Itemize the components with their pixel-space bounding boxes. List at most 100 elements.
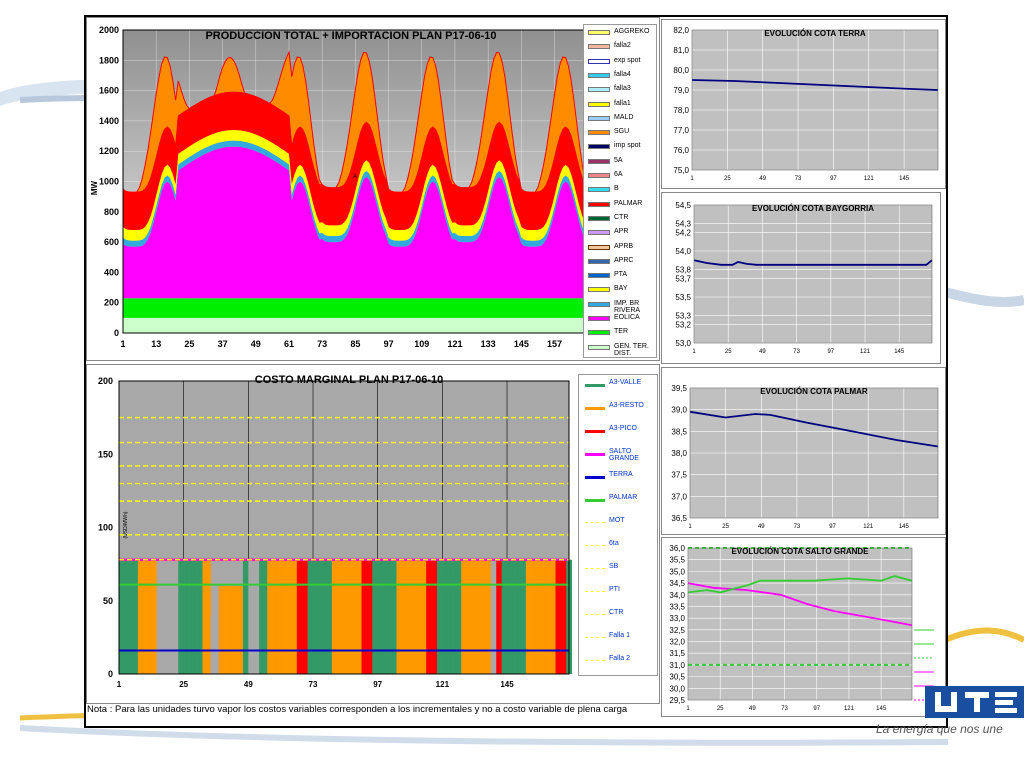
legend-label: Falla 2 (609, 655, 631, 662)
cost-bar (164, 559, 168, 674)
y-tick-label: 54,5 (675, 201, 691, 210)
legend-swatch (588, 187, 610, 193)
x-tick-label: 61 (284, 339, 294, 349)
x-tick-label: 25 (725, 349, 732, 355)
x-tick-label: 97 (827, 349, 834, 355)
cost-bar (121, 559, 125, 674)
y-tick-label: 200 (104, 298, 119, 308)
plot-area (692, 30, 938, 170)
cost-bar (501, 559, 505, 674)
ute-logo (925, 686, 1024, 718)
legend-swatch (588, 230, 610, 236)
cost-bar (259, 559, 263, 674)
x-tick-label: 37 (218, 339, 228, 349)
cost-bar (569, 559, 572, 674)
annotation-label: A (353, 174, 357, 180)
cost-bar (248, 559, 252, 674)
y-tick-label: 53,2 (675, 321, 691, 330)
legend-swatch (585, 407, 605, 410)
x-tick-label: 121 (863, 524, 874, 530)
cost-bar (175, 559, 179, 674)
legend-label: PALMAR (614, 199, 643, 207)
cost-bar (431, 559, 435, 674)
x-tick-label: 73 (794, 524, 801, 530)
x-tick-label: 73 (317, 339, 327, 349)
y-tick-label: 30,5 (669, 673, 685, 682)
legend-label: MALD (614, 113, 634, 121)
legend-swatch (588, 115, 610, 121)
plot-border (689, 387, 939, 519)
cost-bar (199, 559, 203, 674)
cost-bar (450, 559, 454, 674)
cost-bar (294, 559, 298, 674)
y-tick-label: 53,5 (675, 293, 691, 302)
x-tick-label: 145 (514, 339, 529, 349)
cost-bar (507, 559, 511, 674)
cost-bar (194, 559, 198, 674)
cost-bar (528, 559, 532, 674)
legend-swatch (585, 476, 605, 479)
y-tick-label: 33,0 (669, 614, 685, 623)
cost-bar (127, 559, 131, 674)
cost-bar (420, 559, 424, 674)
y-tick-label: 36,5 (671, 514, 687, 523)
y-tick-label: 77,0 (673, 126, 689, 135)
legend-label: CTR (609, 609, 624, 616)
y-tick-label: 75,0 (673, 166, 689, 175)
cost-bar (329, 559, 333, 674)
cost-bar (151, 559, 155, 674)
cost-bar (412, 559, 416, 674)
y-tick-label: 54,3 (675, 219, 691, 228)
cost-bar (436, 559, 440, 674)
x-tick-label: 13 (151, 339, 161, 349)
production-legend: AGGREKO falla2 exp spot falla4 falla3 falla1 M… (583, 24, 657, 358)
legend-label: TERRA (609, 471, 633, 478)
y-tick-label: 53,0 (675, 339, 691, 348)
cost-bar (286, 559, 290, 674)
cost-bar (207, 559, 211, 674)
stack-gen-ter-dist- (123, 317, 585, 333)
cost-bar (350, 559, 354, 674)
y-tick-label: 100 (98, 523, 113, 533)
x-tick-label: 97 (373, 680, 382, 689)
x-tick-label: 49 (749, 706, 756, 712)
x-tick-label: 97 (830, 176, 837, 182)
cost-bar (242, 559, 246, 674)
cost-bar (471, 559, 475, 674)
cost-bar (237, 586, 241, 674)
cost-bar (348, 559, 352, 674)
cost-bar (453, 559, 457, 674)
legend-swatch (588, 158, 610, 164)
y-tick-label: 54,2 (675, 229, 691, 238)
legend-label: SALTO GRANDE (609, 448, 639, 462)
cost-bar (156, 559, 160, 674)
cost-bar (463, 559, 467, 674)
x-tick-label: 49 (251, 339, 261, 349)
cost-bar (544, 559, 548, 674)
stack-ter (123, 298, 585, 318)
cost-bar (189, 559, 193, 674)
cost-bar (148, 559, 152, 674)
legend-swatch (585, 384, 605, 387)
production-panel: 0 200 400 600 800 1000 1200 1400 1600 1800 2000 1 13… (86, 17, 660, 361)
cost-bar (318, 559, 322, 674)
legend-swatch (588, 330, 610, 336)
y-tick-label: 800 (104, 207, 119, 217)
legend-label: A3-VALLE (609, 379, 642, 386)
cost-bar (143, 559, 147, 674)
cost-bar (415, 559, 419, 674)
cost-bar (119, 559, 122, 674)
plot-area (694, 205, 932, 343)
legend-label: TER (614, 328, 628, 336)
cost-bar (339, 559, 343, 674)
x-tick-label: 49 (759, 349, 766, 355)
x-tick-label: 109 (414, 339, 429, 349)
cost-bar (550, 559, 554, 674)
cost-bar (323, 559, 327, 674)
cost-bar (197, 559, 201, 674)
x-tick-label: 25 (722, 524, 729, 530)
cost-bar (304, 559, 308, 674)
cost-bar (232, 586, 236, 674)
cost-bar (485, 559, 489, 674)
cost-bar (515, 559, 519, 674)
